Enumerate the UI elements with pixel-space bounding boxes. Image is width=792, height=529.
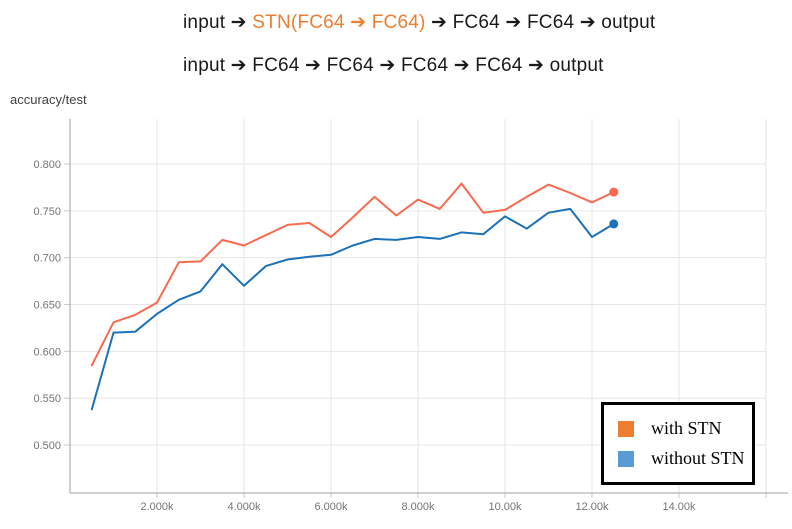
y-tick-label: 0.500 bbox=[33, 440, 61, 452]
y-tick-label: 0.700 bbox=[33, 253, 61, 265]
legend-swatch-orange bbox=[618, 420, 634, 437]
series-end-marker-with-stn bbox=[609, 187, 619, 197]
arch1-suffix: ➔ FC64 ➔ FC64 ➔ output bbox=[425, 12, 656, 33]
gridlines bbox=[70, 119, 767, 493]
y-tick-label: 0.750 bbox=[33, 206, 61, 218]
series-line-with-stn bbox=[90, 182, 615, 367]
y-tick-label: 0.550 bbox=[33, 393, 61, 405]
legend: with STN without STN bbox=[601, 402, 755, 485]
legend-label-with-stn: with STN bbox=[651, 418, 722, 438]
y-tick-label: 0.600 bbox=[33, 346, 61, 358]
x-tick-label: 2.000k bbox=[140, 501, 174, 513]
legend-label-without-stn: without STN bbox=[651, 448, 745, 468]
y-tick-label: 0.800 bbox=[33, 159, 61, 171]
architecture-line-without-stn: input ➔ FC64 ➔ FC64 ➔ FC64 ➔ FC64 ➔ outp… bbox=[183, 55, 604, 76]
legend-item-without-stn: without STN bbox=[618, 448, 752, 469]
legend-swatch-blue bbox=[618, 450, 634, 467]
chart-title: accuracy/test bbox=[10, 92, 87, 107]
x-tick-label: 6.000k bbox=[314, 501, 348, 513]
x-tick-label: 12.00k bbox=[575, 501, 609, 513]
x-tick-label: 10.00k bbox=[488, 501, 522, 513]
x-tick-label: 4.000k bbox=[227, 501, 261, 513]
x-tick-label: 14.00k bbox=[662, 501, 696, 513]
y-tick-label: 0.650 bbox=[33, 300, 61, 312]
x-tick-label: 8.000k bbox=[401, 501, 435, 513]
architecture-line-with-stn: input ➔ STN(FC64 ➔ FC64) ➔ FC64 ➔ FC64 ➔… bbox=[183, 11, 655, 34]
series-line-without-stn bbox=[90, 207, 615, 411]
axes bbox=[64, 119, 788, 498]
series-end-marker-without-stn bbox=[609, 219, 619, 229]
arch1-stn-highlight: STN(FC64 ➔ FC64) bbox=[252, 12, 426, 33]
axis-labels: 0.500 0.550 0.600 0.650 0.700 0.750 0.800 2.000… bbox=[33, 159, 696, 513]
legend-item-with-stn: with STN bbox=[618, 418, 752, 439]
arch1-prefix: input ➔ bbox=[183, 12, 253, 33]
